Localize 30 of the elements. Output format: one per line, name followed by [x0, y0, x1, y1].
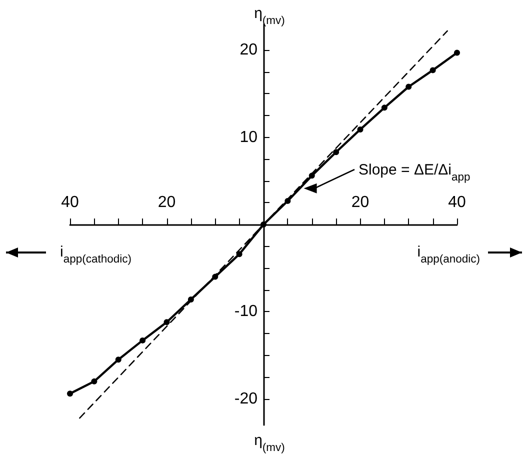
point — [140, 337, 146, 344]
point — [454, 50, 460, 56]
y-axis-title: η$_{(mv)}$ — [254, 5, 286, 27]
x-tick-label: 20 — [351, 194, 370, 211]
point — [308, 172, 315, 179]
point — [164, 319, 170, 326]
point — [284, 198, 291, 204]
annotation: i$_{app(cathodic)}$ — [60, 244, 132, 266]
point — [212, 274, 218, 280]
point — [260, 222, 266, 228]
point — [333, 149, 340, 156]
y-tick-label: -10 — [234, 303, 258, 320]
x-tick-label: 20 — [158, 194, 176, 211]
y-tick-label: 10 — [240, 128, 258, 146]
x-tick-label: 40 — [61, 194, 79, 211]
point — [406, 84, 412, 90]
point — [115, 356, 122, 363]
annotation: Slope = ΔE/Δi$_{app}$ — [358, 162, 470, 184]
y-tick-label: -20 — [234, 390, 258, 408]
point — [430, 67, 436, 74]
point — [381, 104, 388, 111]
text: η$_{(mv)}$ — [254, 432, 285, 454]
point — [188, 296, 194, 302]
y-tick-label: 20 — [240, 42, 258, 59]
point — [357, 126, 364, 132]
x-tick-label: 40 — [448, 194, 466, 211]
point — [91, 378, 98, 384]
point — [67, 390, 73, 397]
x-axis-title: i$_{app(anodic)}$ — [417, 244, 480, 266]
point — [236, 251, 242, 258]
